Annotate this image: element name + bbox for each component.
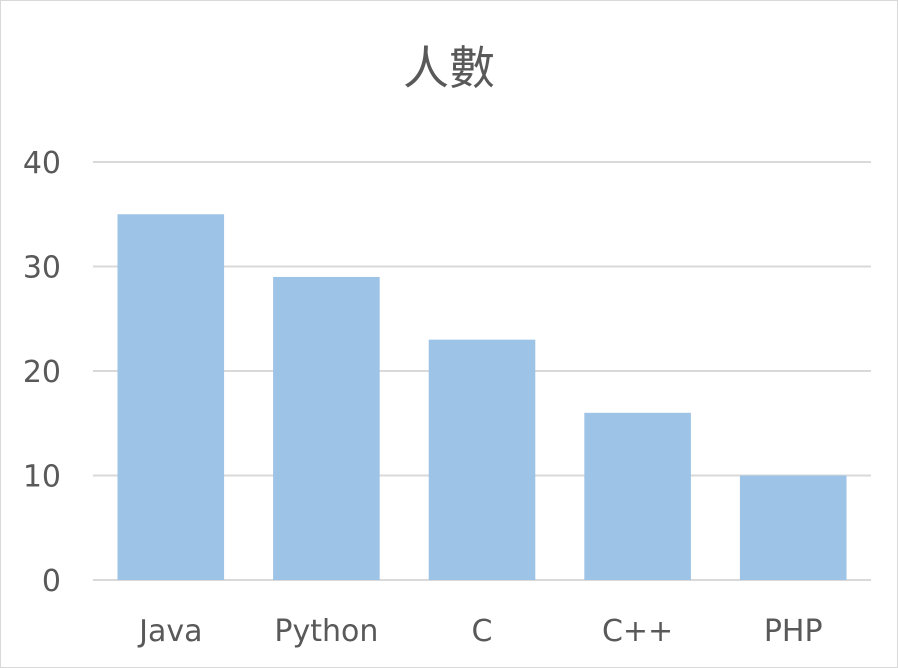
bar-php bbox=[739, 475, 847, 580]
chart-title: 人數 bbox=[403, 41, 495, 95]
bar-java bbox=[117, 214, 225, 580]
x-tick-label: C bbox=[472, 614, 493, 649]
y-tick-label: 10 bbox=[23, 460, 61, 495]
y-tick-label: 20 bbox=[23, 355, 61, 390]
bar-c bbox=[428, 339, 536, 580]
bar-cplusplus bbox=[584, 412, 691, 580]
x-tick-label: C++ bbox=[602, 614, 673, 649]
y-tick-label: 30 bbox=[23, 251, 61, 286]
x-tick-label: PHP bbox=[764, 614, 823, 649]
y-tick-label: 0 bbox=[42, 564, 61, 599]
y-tick-label: 40 bbox=[23, 146, 61, 181]
bar-python bbox=[273, 276, 380, 580]
x-tick-label: Java bbox=[137, 614, 202, 649]
x-tick-label: Python bbox=[274, 614, 378, 649]
